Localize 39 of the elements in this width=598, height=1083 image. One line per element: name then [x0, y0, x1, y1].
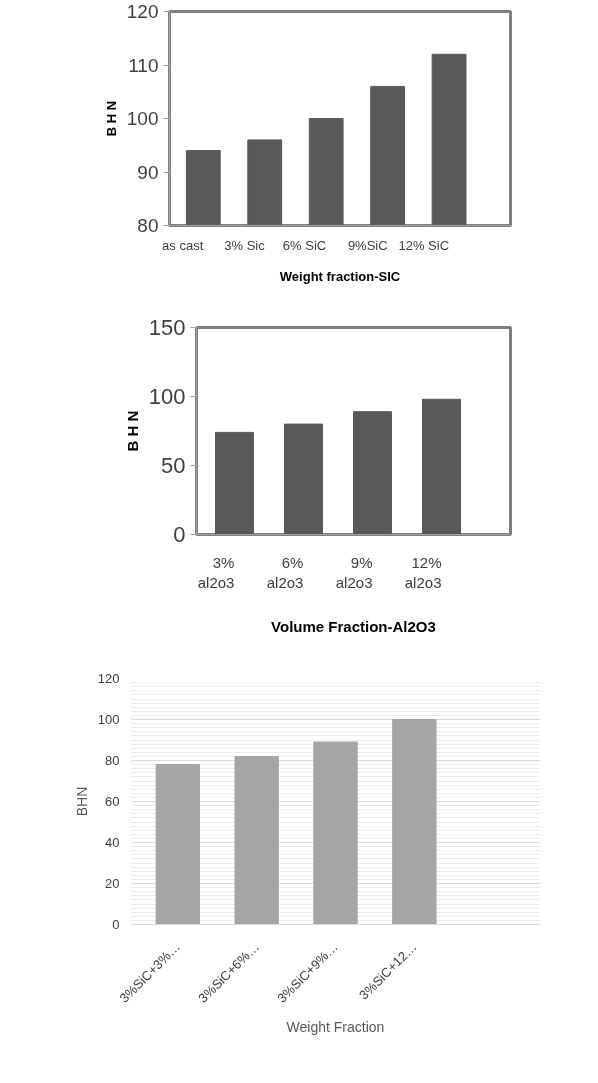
bar	[234, 755, 279, 925]
y-tick-label: 80	[137, 215, 159, 236]
y-tick-label: 60	[105, 794, 120, 809]
y-axis-title: BHN	[73, 786, 90, 817]
y-tick-label: 150	[148, 315, 186, 340]
y-tick-label: 80	[105, 753, 120, 768]
bar	[155, 764, 200, 925]
y-tick-label: 0	[173, 522, 186, 547]
y-tick-label: 40	[105, 835, 120, 850]
y-axis-title: B H N	[123, 410, 141, 452]
x-axis-title: Weight Fraction	[286, 1019, 385, 1036]
bar	[422, 398, 461, 535]
x-tick-label: 6% SiC	[282, 238, 327, 253]
x-tick-label: 12% SiC	[398, 238, 450, 253]
bar	[392, 719, 437, 925]
y-tick-label: 110	[128, 54, 159, 76]
x-tick-label: 6% al2o3	[266, 553, 304, 592]
x-axis-title: Weight fraction-SIC	[279, 268, 401, 284]
x-tick-label: 3% Sic	[224, 238, 266, 253]
y-tick-label: 100	[97, 712, 120, 727]
x-tick-label: 9% al2o3	[335, 553, 373, 592]
y-tick-label: 0	[112, 917, 120, 932]
bar	[313, 741, 358, 925]
y-tick-label: 100	[148, 384, 186, 409]
x-tick-label: 3% al2o3	[197, 553, 235, 592]
y-axis-title: B H N	[103, 100, 119, 137]
y-tick-label: 120	[97, 671, 120, 686]
x-tick-label: as cast	[162, 238, 204, 253]
x-tick-label: 12% al2o3	[404, 553, 442, 592]
bar	[214, 431, 254, 535]
bar	[353, 411, 392, 535]
y-tick-label: 120	[126, 1, 159, 22]
x-axis-title: Volume Fraction-Al2O3	[271, 617, 436, 635]
x-tick-label: 9%SiC	[347, 238, 388, 253]
bar	[283, 423, 323, 535]
y-tick-label: 90	[137, 161, 159, 183]
y-tick-label: 50	[161, 453, 186, 478]
y-tick-label: 100	[126, 108, 159, 129]
y-tick-label: 20	[105, 876, 120, 891]
